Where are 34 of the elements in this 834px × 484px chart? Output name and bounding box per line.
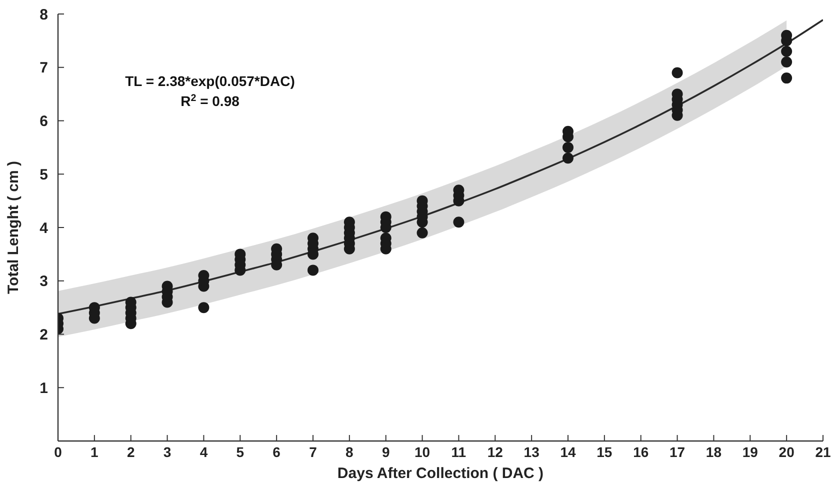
x-tick-label: 9 xyxy=(382,444,390,460)
x-tick-label: 16 xyxy=(633,444,649,460)
y-tick-label: 3 xyxy=(40,273,48,290)
x-tick-label: 2 xyxy=(126,444,135,460)
x-tick-label: 13 xyxy=(524,444,540,460)
y-tick-label: 4 xyxy=(40,220,49,237)
x-tick-label: 1 xyxy=(90,444,99,460)
x-tick-label: 3 xyxy=(163,444,172,460)
x-tick-label: 5 xyxy=(236,444,244,460)
y-tick-label: 1 xyxy=(40,380,48,397)
x-tick-label: 11 xyxy=(451,444,466,460)
x-tick-label: 8 xyxy=(346,444,354,460)
x-tick-label: 19 xyxy=(742,444,758,460)
x-tick-label: 15 xyxy=(596,444,612,460)
x-tick-label: 10 xyxy=(414,444,430,460)
annotation: TL = 2.38*exp(0.057*DAC) xyxy=(125,73,295,89)
x-tick-label: 4 xyxy=(200,444,208,460)
x-tick-label: 17 xyxy=(669,444,686,460)
x-tick-label: 21 xyxy=(815,444,831,460)
y-tick-label: 2 xyxy=(40,326,48,344)
y-tick-label: 8 xyxy=(40,6,48,24)
y-axis-title: Total Lenght ( cm ) xyxy=(5,160,22,294)
x-tick-label: 0 xyxy=(54,444,62,460)
x-tick-label: 7 xyxy=(309,444,318,460)
x-tick-label: 14 xyxy=(560,444,576,460)
y-tick-label: 7 xyxy=(40,60,48,77)
annotation: R$^{2}$ = 0.98 xyxy=(180,92,240,109)
x-axis-title: Days After Collection ( DAC ) xyxy=(337,465,544,482)
x-tick-label: 6 xyxy=(272,444,281,460)
y-tick-label: 5 xyxy=(40,166,48,184)
x-tick-label: 12 xyxy=(487,444,504,460)
y-tick-label: 6 xyxy=(40,113,48,130)
x-tick-label: 20 xyxy=(778,444,795,460)
x-tick-label: 18 xyxy=(706,444,722,460)
